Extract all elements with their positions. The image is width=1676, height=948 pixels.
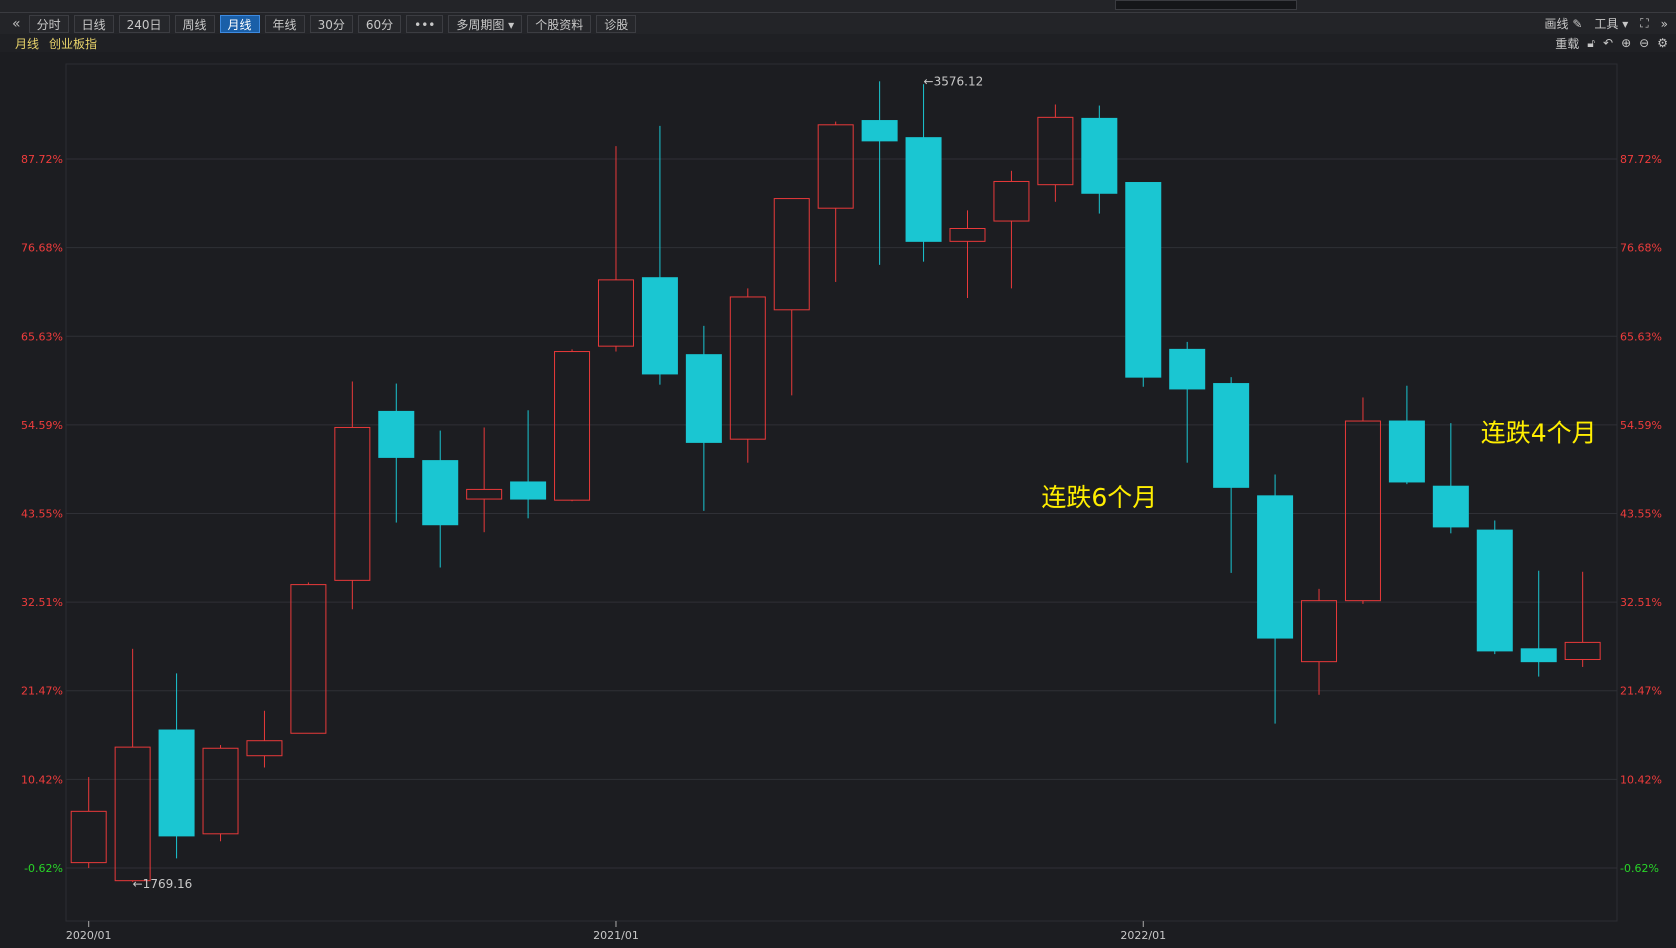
candle-body-2022/09 [1476, 529, 1513, 652]
candle-body-2022/10 [1520, 648, 1557, 663]
candle-body-2022/04 [1257, 495, 1294, 639]
y-tick-label-right: 76.68% [1620, 242, 1662, 255]
zoom-in-icon[interactable]: ⊕ [1621, 36, 1632, 50]
candle-body-2021/06 [817, 124, 854, 209]
top-menu-bar [0, 0, 1676, 13]
draw-line-button[interactable]: 画线 ✎ [1544, 15, 1582, 32]
period-toolbar: « 分时 日线 240日 周线 月线 年线 30分 60分 ••• 多周期图 ▾ 个股资料 诊股 [0, 13, 1676, 34]
candle-body-2021/11 [1037, 116, 1074, 186]
y-tick-label-right: 32.51% [1620, 596, 1662, 609]
candle-body-2021/02 [641, 277, 678, 375]
y-tick-label-right: 10.42% [1620, 773, 1662, 786]
period-button[interactable]: 诊股 [596, 14, 637, 33]
plot-frame [65, 63, 1618, 922]
annotation-label: 连跌4个月 [1481, 419, 1597, 448]
candle-body-2020/04 [202, 747, 239, 835]
period-label: 月线 [15, 36, 40, 51]
candle-body-2020/03 [158, 729, 195, 837]
candle-body-2021/05 [773, 198, 810, 311]
candle-body-2020/10 [466, 488, 503, 500]
pencil-icon: ✎ [1572, 17, 1583, 31]
y-tick-label-left: 87.72% [21, 153, 63, 166]
candle-body-2022/03 [1213, 383, 1250, 488]
candle-body-2021/12 [1081, 117, 1118, 194]
lock-icon[interactable]: 🔓︎ [1587, 35, 1596, 50]
tools-label: 工具 [1594, 17, 1619, 31]
x-tick-label: 2021/01 [593, 929, 639, 942]
fullscreen-icon[interactable]: ⛶ [1640, 16, 1649, 30]
y-tick-label-left: 65.63% [21, 330, 63, 343]
y-tick-label-left: 21.47% [21, 685, 63, 698]
candle-body-2022/01 [1125, 182, 1162, 378]
x-tick-label: 2022/01 [1120, 929, 1166, 942]
y-tick-label-right: 43.55% [1620, 508, 1662, 521]
candle-body-2022/06 [1344, 420, 1381, 602]
candle-body-2021/07 [861, 120, 898, 142]
candle-body-2020/08 [378, 410, 415, 458]
low-price-marker: ←1769.16 [133, 877, 193, 891]
y-tick-label-right: 87.72% [1620, 153, 1662, 166]
chart-tools: 重载 🔓︎ ↶ ⊕ ⊖ ⚙ [1555, 34, 1668, 52]
candle-body-2021/01 [597, 279, 634, 347]
candle-body-2020/01 [70, 810, 107, 864]
candle-body-2022/07 [1388, 420, 1425, 483]
y-tick-label-left: 43.55% [21, 508, 63, 521]
double-chevron-left-icon[interactable]: « [12, 15, 21, 32]
draw-line-label: 画线 [1544, 17, 1569, 31]
period-button[interactable]: 日线 [73, 14, 114, 33]
y-tick-label-right: 21.47% [1620, 685, 1662, 698]
candle-body-2021/08 [905, 137, 942, 242]
zoom-out-icon[interactable]: ⊖ [1639, 36, 1650, 50]
y-tick-label-left: 10.42% [21, 773, 63, 786]
candle-body-2020/02 [114, 746, 151, 882]
candle-body-2020/07 [334, 426, 371, 581]
tools-button[interactable]: 工具 ▾ [1594, 17, 1629, 31]
period-button[interactable]: 分时 [28, 14, 69, 33]
period-button[interactable]: ••• [406, 14, 444, 33]
candle-body-2022/11 [1564, 641, 1601, 660]
y-tick-label-right: -0.62% [1620, 862, 1659, 875]
annotation-label: 连跌6个月 [1041, 483, 1157, 512]
candle-body-2021/04 [729, 296, 766, 440]
chart-info-bar: 月线 创业板指 [0, 34, 1676, 52]
double-chevron-right-icon[interactable]: » [1660, 16, 1668, 31]
candle-body-2020/09 [422, 460, 459, 526]
period-button[interactable]: 年线 [264, 14, 305, 33]
y-tick-label-left: 32.51% [21, 596, 63, 609]
candle-body-2022/02 [1169, 348, 1206, 390]
candle-body-2021/09 [949, 228, 986, 242]
period-button[interactable]: 多周期图 ▾ [448, 14, 523, 33]
candle-body-2021/10 [993, 180, 1030, 222]
gear-icon[interactable]: ⚙ [1657, 36, 1668, 50]
candle-body-2022/08 [1432, 485, 1469, 528]
right-tools: 画线 ✎ 工具 ▾ ⛶ » [1544, 13, 1668, 34]
search-input[interactable] [1115, 0, 1297, 10]
index-name: 创业板指 [49, 36, 98, 51]
high-price-marker: ←3576.12 [924, 74, 984, 88]
period-button[interactable]: 240日 [118, 14, 170, 33]
y-tick-label-right: 65.63% [1620, 330, 1662, 343]
candle-body-2021/03 [685, 354, 722, 443]
period-button[interactable]: 周线 [174, 14, 215, 33]
period-button[interactable]: 月线 [219, 14, 260, 33]
candle-body-2020/06 [290, 584, 327, 734]
candle-body-2020/12 [554, 351, 591, 501]
candle-body-2020/05 [246, 740, 283, 757]
y-tick-label-left: -0.62% [24, 862, 63, 875]
candle-body-2022/05 [1301, 600, 1338, 663]
x-tick-label: 2020/01 [66, 929, 112, 942]
reload-button[interactable]: 重载 [1555, 36, 1580, 51]
y-tick-label-left: 76.68% [21, 242, 63, 255]
candle-body-2020/11 [510, 481, 547, 500]
y-tick-label-right: 54.59% [1620, 419, 1662, 432]
y-tick-label-left: 54.59% [21, 419, 63, 432]
period-button[interactable]: 个股资料 [527, 14, 592, 33]
undo-icon[interactable]: ↶ [1603, 36, 1614, 50]
period-button[interactable]: 30分 [309, 14, 353, 33]
period-button[interactable]: 60分 [357, 14, 402, 33]
